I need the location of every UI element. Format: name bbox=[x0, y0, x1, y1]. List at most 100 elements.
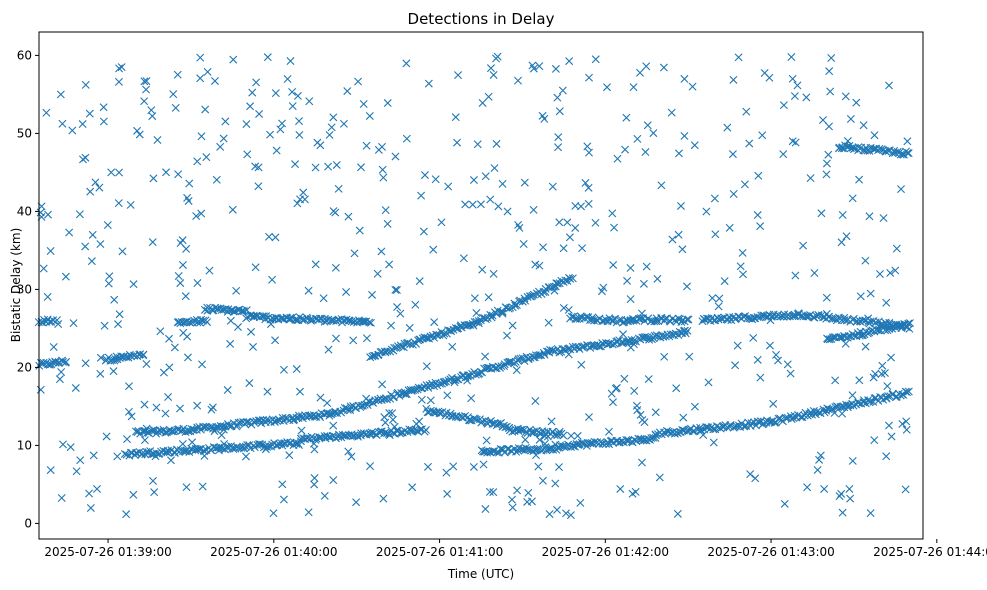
noise-point bbox=[822, 159, 831, 168]
noise-point bbox=[185, 179, 194, 188]
noise-point bbox=[855, 175, 864, 184]
x-tick-label: 2025-07-26 01:39:00 bbox=[44, 545, 171, 559]
noise-point bbox=[620, 374, 629, 383]
noise-point bbox=[216, 142, 225, 151]
noise-point bbox=[71, 383, 80, 392]
noise-point bbox=[531, 397, 540, 406]
noise-point bbox=[766, 316, 775, 325]
noise-point bbox=[820, 484, 829, 493]
noise-point bbox=[81, 153, 90, 162]
track-point bbox=[487, 313, 496, 322]
noise-point bbox=[123, 435, 132, 444]
noise-point bbox=[443, 391, 452, 400]
noise-point bbox=[401, 390, 410, 399]
noise-point bbox=[826, 87, 835, 96]
noise-point bbox=[411, 300, 420, 309]
track-point bbox=[764, 313, 773, 322]
noise-point bbox=[377, 247, 386, 256]
noise-point bbox=[325, 130, 334, 139]
noise-point bbox=[164, 393, 173, 402]
noise-point bbox=[142, 77, 151, 86]
noise-point bbox=[535, 62, 544, 71]
track-point bbox=[618, 339, 627, 348]
track-point bbox=[590, 316, 599, 325]
track-point bbox=[371, 396, 380, 405]
noise-point bbox=[489, 269, 498, 278]
noise-point bbox=[58, 440, 67, 449]
noise-point bbox=[378, 142, 387, 151]
noise-point bbox=[241, 452, 250, 461]
noise-point bbox=[887, 353, 895, 362]
noise-point bbox=[221, 117, 230, 126]
noise-point bbox=[329, 421, 338, 430]
track-point bbox=[561, 276, 570, 285]
noise-point bbox=[463, 376, 472, 385]
track-point bbox=[788, 312, 797, 321]
noise-point bbox=[830, 408, 839, 417]
noise-point bbox=[774, 356, 782, 365]
noise-point bbox=[688, 82, 697, 91]
noise-point bbox=[690, 402, 699, 411]
track-point bbox=[774, 414, 783, 423]
track-point bbox=[683, 315, 691, 324]
noise-point bbox=[388, 409, 397, 418]
noise-point bbox=[169, 90, 178, 99]
noise-point bbox=[758, 131, 767, 140]
noise-point bbox=[603, 83, 611, 92]
track-point bbox=[636, 314, 645, 323]
noise-point bbox=[815, 455, 824, 464]
noise-point bbox=[685, 352, 694, 361]
noise-point bbox=[842, 232, 851, 241]
noise-point bbox=[444, 182, 453, 191]
noise-point bbox=[791, 271, 800, 280]
noise-point bbox=[332, 334, 340, 343]
noise-point bbox=[545, 510, 554, 519]
noise-point bbox=[208, 306, 217, 315]
noise-point bbox=[86, 187, 95, 196]
track-point bbox=[113, 355, 122, 364]
noise-point bbox=[196, 53, 205, 62]
noise-point bbox=[573, 431, 582, 440]
noise-point bbox=[838, 409, 847, 418]
noise-point bbox=[92, 484, 101, 493]
noise-point bbox=[838, 508, 847, 517]
noise-point bbox=[193, 401, 202, 410]
noise-point bbox=[635, 68, 644, 77]
track-point bbox=[441, 377, 450, 386]
y-axis-label: Bistatic Delay (km) bbox=[9, 228, 23, 343]
track-point bbox=[903, 388, 912, 397]
noise-point bbox=[197, 132, 206, 141]
noise-point bbox=[129, 490, 138, 499]
noise-point bbox=[740, 180, 749, 189]
noise-point bbox=[902, 425, 911, 434]
noise-point bbox=[565, 233, 574, 242]
noise-point bbox=[373, 269, 382, 278]
noise-point bbox=[42, 108, 51, 117]
noise-point bbox=[304, 286, 313, 295]
track-point bbox=[320, 317, 329, 326]
noise-point bbox=[831, 376, 840, 385]
noise-point bbox=[845, 484, 854, 493]
track-point bbox=[677, 318, 686, 327]
noise-point bbox=[680, 326, 689, 335]
track-point bbox=[362, 317, 371, 326]
noise-point bbox=[68, 126, 77, 135]
noise-point bbox=[779, 150, 788, 159]
noise-point bbox=[417, 395, 426, 404]
noise-point bbox=[715, 294, 724, 303]
track-point bbox=[400, 426, 409, 435]
noise-point bbox=[484, 293, 493, 302]
track-point bbox=[474, 316, 483, 325]
track-point bbox=[346, 402, 355, 411]
noise-point bbox=[174, 170, 183, 179]
noise-point bbox=[86, 503, 95, 512]
noise-point bbox=[567, 431, 576, 440]
noise-point bbox=[229, 55, 238, 64]
noise-point bbox=[641, 148, 650, 157]
noise-point bbox=[825, 67, 834, 76]
noise-point bbox=[484, 92, 493, 101]
noise-point bbox=[103, 221, 112, 230]
noise-point bbox=[508, 495, 516, 504]
noise-point bbox=[660, 352, 669, 361]
track-point bbox=[243, 418, 252, 427]
